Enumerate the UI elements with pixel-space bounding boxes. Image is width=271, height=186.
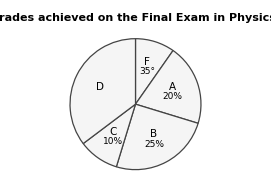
Text: F: F: [144, 57, 150, 67]
Text: D: D: [96, 82, 104, 92]
Wedge shape: [83, 104, 136, 167]
Text: 10%: 10%: [103, 137, 123, 146]
Wedge shape: [136, 39, 173, 104]
Text: A: A: [169, 82, 176, 92]
Text: 25%: 25%: [144, 140, 164, 149]
Wedge shape: [116, 104, 198, 170]
Text: 35°: 35°: [139, 68, 155, 76]
Text: B: B: [150, 129, 157, 139]
Wedge shape: [136, 51, 201, 123]
Wedge shape: [70, 39, 136, 144]
Text: 20%: 20%: [163, 92, 183, 101]
Text: C: C: [109, 127, 117, 137]
Text: Grades achieved on the Final Exam in Physics.: Grades achieved on the Final Exam in Phy…: [0, 13, 271, 23]
